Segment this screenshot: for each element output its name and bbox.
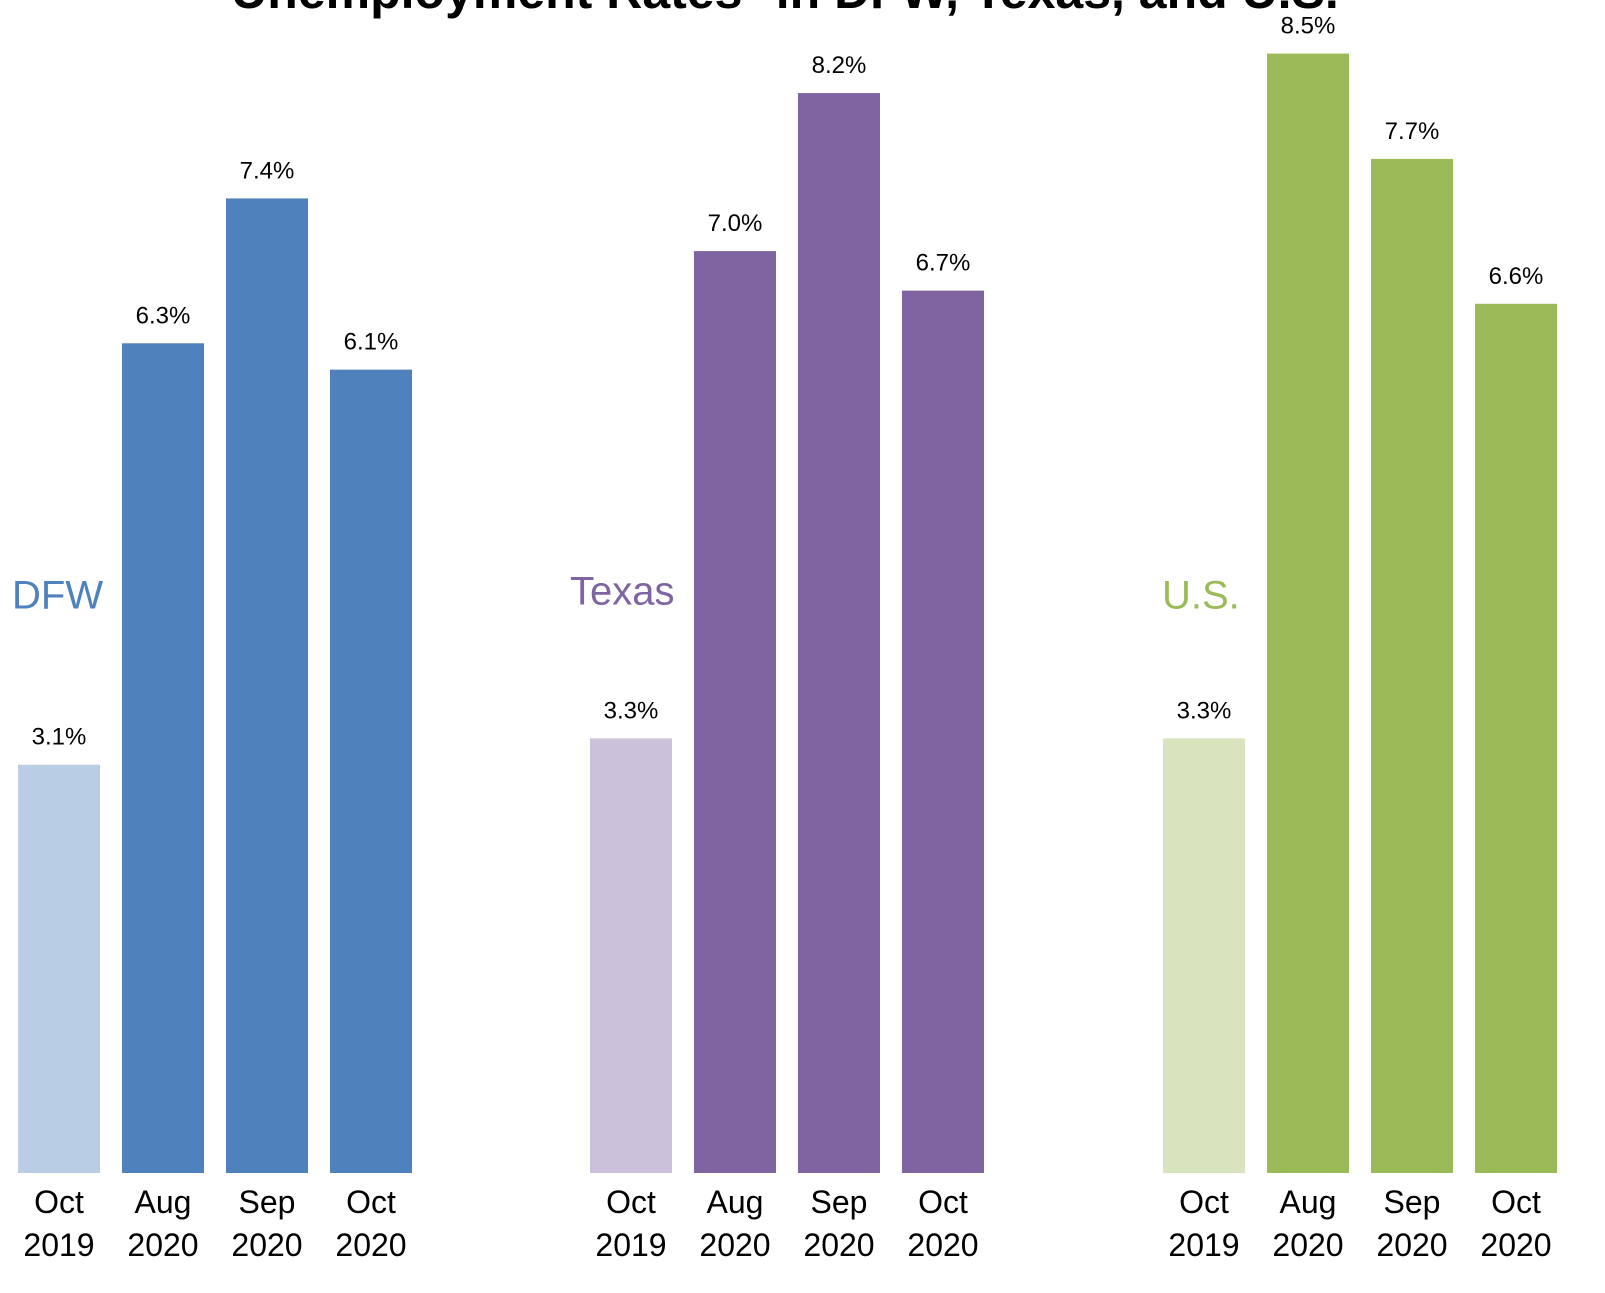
data-label: 3.1% (32, 724, 87, 751)
bar (226, 198, 308, 1174)
x-tick-label: 2020 (1272, 1227, 1343, 1263)
chart-title: Unemployment Rates* in DFW, Texas, and U… (231, 0, 1339, 19)
x-tick-label: 2019 (595, 1227, 666, 1263)
bar (1267, 53, 1349, 1173)
x-tick-label: 2020 (231, 1227, 302, 1263)
x-tick-label: 2020 (127, 1227, 198, 1263)
bar (330, 369, 412, 1173)
group-name: U.S. (1162, 574, 1240, 618)
group-name: DFW (12, 574, 103, 618)
data-label: 6.7% (916, 250, 971, 277)
data-label: 8.2% (812, 52, 867, 79)
x-tick-label: Sep (239, 1184, 296, 1220)
x-tick-label: 2020 (803, 1227, 874, 1263)
bar (1163, 738, 1245, 1173)
x-tick-label: Aug (135, 1184, 192, 1220)
bar (798, 93, 880, 1173)
data-label: 6.6% (1489, 263, 1544, 290)
x-tick-label: 2019 (1168, 1227, 1239, 1263)
bar (902, 290, 984, 1173)
x-tick-label: Oct (918, 1184, 968, 1220)
x-tick-label: Oct (606, 1184, 656, 1220)
x-tick-label: 2020 (907, 1227, 978, 1263)
x-tick-label: Sep (811, 1184, 868, 1220)
data-label: 7.7% (1385, 118, 1440, 145)
data-label: 7.4% (240, 157, 295, 184)
x-tick-label: Oct (1179, 1184, 1229, 1220)
x-tick-label: Oct (346, 1184, 396, 1220)
data-label: 7.0% (708, 210, 763, 237)
data-label: 8.5% (1281, 13, 1336, 40)
bar (1371, 158, 1453, 1173)
bar (694, 251, 776, 1174)
x-tick-label: Oct (34, 1184, 84, 1220)
x-tick-label: 2020 (699, 1227, 770, 1263)
x-tick-label: Sep (1384, 1184, 1441, 1220)
x-tick-label: Aug (707, 1184, 764, 1220)
bar (18, 764, 100, 1173)
data-label: 3.3% (1177, 697, 1232, 724)
group-name: Texas (570, 570, 675, 614)
bar (1475, 303, 1557, 1173)
data-label: 6.1% (344, 329, 399, 356)
bar (122, 343, 204, 1173)
x-tick-label: 2020 (335, 1227, 406, 1263)
data-label: 3.3% (604, 697, 659, 724)
x-tick-label: Oct (1491, 1184, 1541, 1220)
x-tick-label: Aug (1280, 1184, 1337, 1220)
x-tick-label: 2020 (1480, 1227, 1551, 1263)
data-label: 6.3% (136, 302, 191, 329)
x-tick-label: 2019 (23, 1227, 94, 1263)
x-tick-label: 2020 (1376, 1227, 1447, 1263)
bar (590, 738, 672, 1173)
